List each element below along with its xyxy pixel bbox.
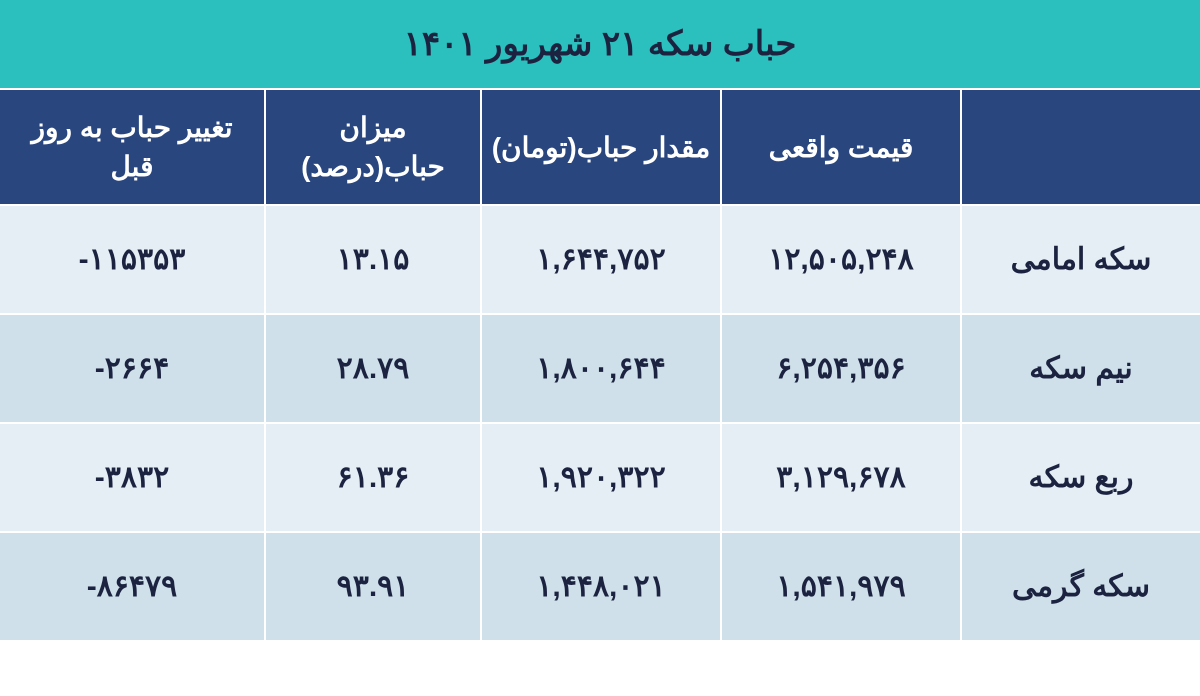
cell-bubble-percent: ۶۱.۳۶ (264, 422, 480, 531)
cell-label: سکه امامی (960, 204, 1200, 313)
cell-change: -۲۶۶۴ (0, 313, 264, 422)
cell-bubble-amount: ۱,۶۴۴,۷۵۲ (480, 204, 720, 313)
cell-real-price: ۳,۱۲۹,۶۷۸ (720, 422, 960, 531)
col-header-label (960, 90, 1200, 204)
col-header-bubble-percent: میزان حباب(درصد) (264, 90, 480, 204)
cell-bubble-percent: ۲۸.۷۹ (264, 313, 480, 422)
table-row: -۳۸۳۲ ۶۱.۳۶ ۱,۹۲۰,۳۲۲ ۳,۱۲۹,۶۷۸ ربع سکه (0, 422, 1200, 531)
price-table: حباب سکه ۲۱ شهریور ۱۴۰۱ تغییر حباب به رو… (0, 0, 1200, 696)
cell-bubble-amount: ۱,۸۰۰,۶۴۴ (480, 313, 720, 422)
cell-label: سکه گرمی (960, 531, 1200, 640)
cell-label: نیم سکه (960, 313, 1200, 422)
col-header-real-price: قیمت واقعی (720, 90, 960, 204)
cell-bubble-amount: ۱,۹۲۰,۳۲۲ (480, 422, 720, 531)
table-row: -۸۶۴۷۹ ۹۳.۹۱ ۱,۴۴۸,۰۲۱ ۱,۵۴۱,۹۷۹ سکه گرم… (0, 531, 1200, 640)
col-header-bubble-amount: مقدار حباب(تومان) (480, 90, 720, 204)
cell-bubble-percent: ۱۳.۱۵ (264, 204, 480, 313)
cell-bubble-amount: ۱,۴۴۸,۰۲۱ (480, 531, 720, 640)
cell-bubble-percent: ۹۳.۹۱ (264, 531, 480, 640)
table-header-row: تغییر حباب به روز قبل میزان حباب(درصد) م… (0, 90, 1200, 204)
table-row: -۱۱۵۳۵۳ ۱۳.۱۵ ۱,۶۴۴,۷۵۲ ۱۲,۵۰۵,۲۴۸ سکه ا… (0, 204, 1200, 313)
col-header-change: تغییر حباب به روز قبل (0, 90, 264, 204)
cell-change: -۸۶۴۷۹ (0, 531, 264, 640)
cell-change: -۳۸۳۲ (0, 422, 264, 531)
table-row: -۲۶۶۴ ۲۸.۷۹ ۱,۸۰۰,۶۴۴ ۶,۲۵۴,۳۵۶ نیم سکه (0, 313, 1200, 422)
cell-label: ربع سکه (960, 422, 1200, 531)
cell-change: -۱۱۵۳۵۳ (0, 204, 264, 313)
cell-real-price: ۶,۲۵۴,۳۵۶ (720, 313, 960, 422)
cell-real-price: ۱۲,۵۰۵,۲۴۸ (720, 204, 960, 313)
cell-real-price: ۱,۵۴۱,۹۷۹ (720, 531, 960, 640)
table-title: حباب سکه ۲۱ شهریور ۱۴۰۱ (0, 0, 1200, 90)
